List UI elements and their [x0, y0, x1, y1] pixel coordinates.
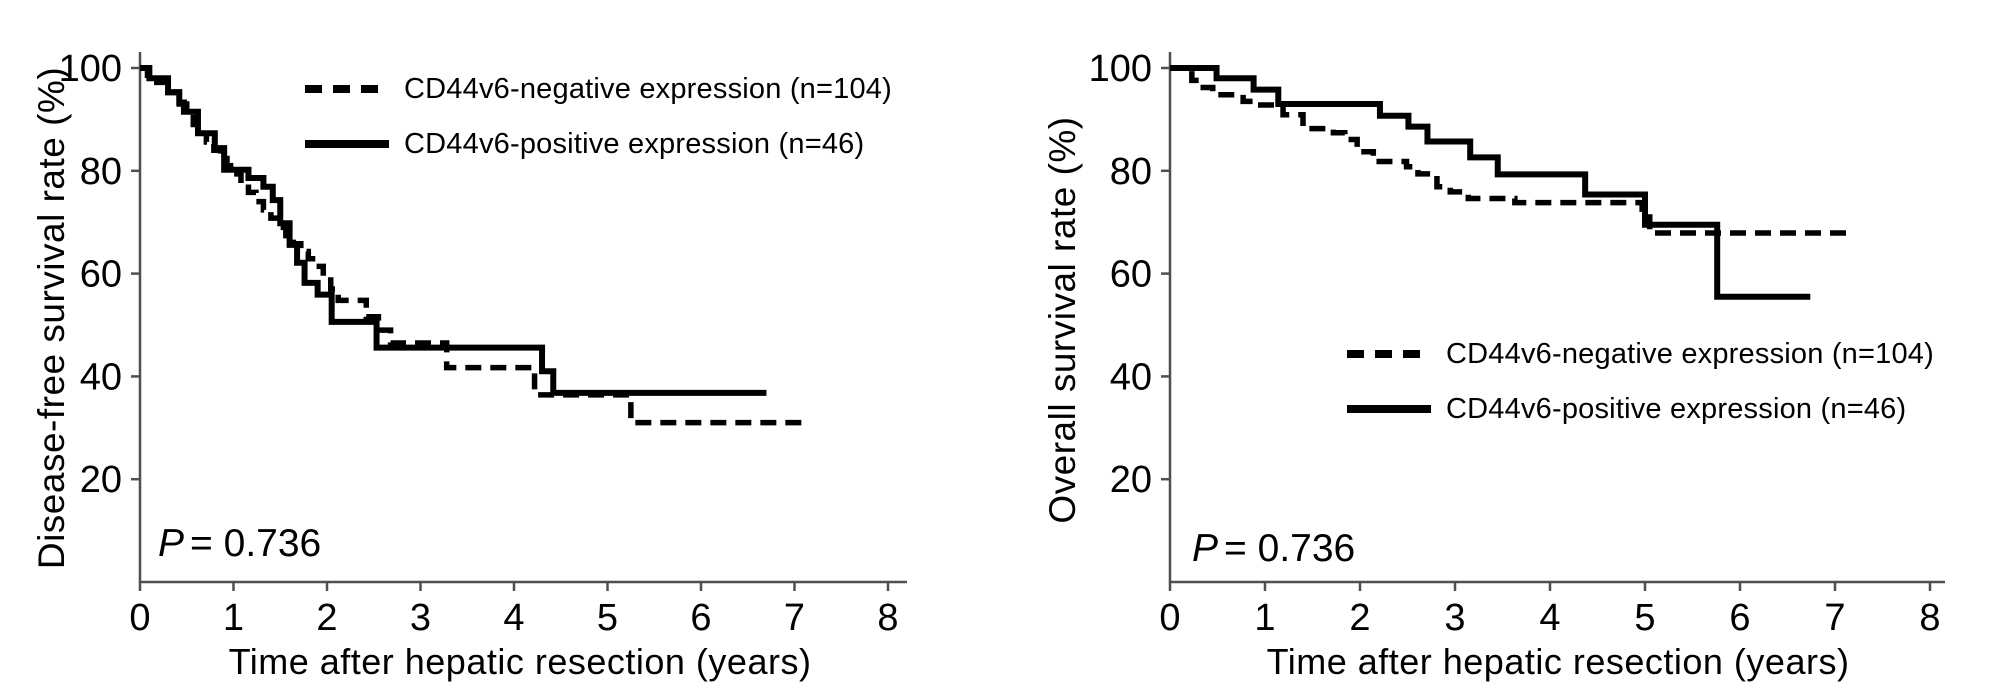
y-axis-label-overall: Overall survival rate (%) — [1042, 116, 1083, 524]
y-tick-label: 80 — [1110, 151, 1152, 193]
km-curve-cd44v6-negative-disease-free-survival — [140, 65, 807, 426]
km-curve-cd44v6-positive-overall-survival — [1170, 65, 1811, 300]
legend-right: CD44v6-negative expression (n=104) CD44v… — [1347, 337, 1934, 447]
x-tick-label: 6 — [690, 597, 711, 639]
y-tick-label: 20 — [1110, 459, 1152, 501]
x-tick-label: 4 — [1539, 597, 1560, 639]
y-tick-label: 40 — [80, 356, 122, 398]
y-tick-label: 80 — [80, 151, 122, 193]
km-curve-cd44v6-negative-overall-survival — [1170, 65, 1850, 236]
x-tick-label: 5 — [1634, 597, 1655, 639]
p-value-left-symbol: P — [158, 522, 185, 565]
x-tick-label: 2 — [1349, 597, 1370, 639]
y-tick-label: 60 — [1110, 254, 1152, 296]
x-tick-label: 8 — [877, 597, 898, 639]
x-axis-label-right: Time after hepatic resection (years) — [1266, 641, 1850, 682]
x-tick-label: 8 — [1919, 597, 1940, 639]
y-tick-label: 100 — [59, 48, 122, 90]
legend-label-positive-right: CD44v6-positive expression (n=46) — [1446, 392, 1907, 425]
x-tick-label: 6 — [1729, 597, 1750, 639]
y-axis-label-disease-free: Disease-free survival rate (%) — [31, 66, 72, 570]
legend-label-negative-right: CD44v6-negative expression (n=104) — [1446, 337, 1934, 370]
legend-item-negative-right: CD44v6-negative expression (n=104) — [1347, 337, 1934, 371]
x-tick-label: 5 — [597, 597, 618, 639]
y-tick-label: 60 — [80, 254, 122, 296]
x-tick-label: 7 — [784, 597, 805, 639]
legend-item-positive-left: CD44v6-positive expression (n=46) — [305, 127, 892, 161]
dashed-line-swatch — [1347, 350, 1431, 358]
panel-overall-survival: 0 1 2 3 4 5 6 7 8 20 40 60 80 100 — [1089, 48, 1945, 639]
p-value-left: P = 0.736 — [158, 522, 321, 566]
p-value-left-number: = 0.736 — [190, 522, 322, 565]
legend-label-positive-left: CD44v6-positive expression (n=46) — [404, 127, 865, 160]
km-curve-cd44v6-positive-disease-free-survival — [140, 65, 767, 396]
y-tick-label: 20 — [80, 459, 122, 501]
legend-left: CD44v6-negative expression (n=104) CD44v… — [305, 72, 892, 182]
x-tick-label: 0 — [1159, 597, 1180, 639]
x-tick-label: 2 — [316, 597, 337, 639]
axis-lines-overall-survival — [1168, 52, 1945, 584]
p-value-right-symbol: P — [1192, 527, 1219, 570]
dashed-line-swatch — [305, 85, 389, 93]
x-tick-label: 1 — [1254, 597, 1275, 639]
panel-disease-free-survival: 0 1 2 3 4 5 6 7 8 20 40 60 80 100 — [59, 48, 907, 639]
legend-item-positive-right: CD44v6-positive expression (n=46) — [1347, 392, 1934, 426]
y-tick-label: 100 — [1089, 48, 1152, 90]
solid-line-swatch — [305, 140, 389, 148]
x-tick-label: 3 — [410, 597, 431, 639]
x-tick-label: 4 — [503, 597, 524, 639]
x-tick-label: 1 — [223, 597, 244, 639]
legend-item-negative-left: CD44v6-negative expression (n=104) — [305, 72, 892, 106]
p-value-right-number: = 0.736 — [1224, 527, 1356, 570]
p-value-right: P = 0.736 — [1192, 527, 1355, 571]
x-axis-label-left: Time after hepatic resection (years) — [228, 641, 812, 682]
x-tick-label: 3 — [1444, 597, 1465, 639]
solid-line-swatch — [1347, 405, 1431, 413]
y-tick-label: 40 — [1110, 356, 1152, 398]
legend-label-negative-left: CD44v6-negative expression (n=104) — [404, 72, 892, 105]
x-tick-label: 7 — [1824, 597, 1845, 639]
x-tick-label: 0 — [129, 597, 150, 639]
